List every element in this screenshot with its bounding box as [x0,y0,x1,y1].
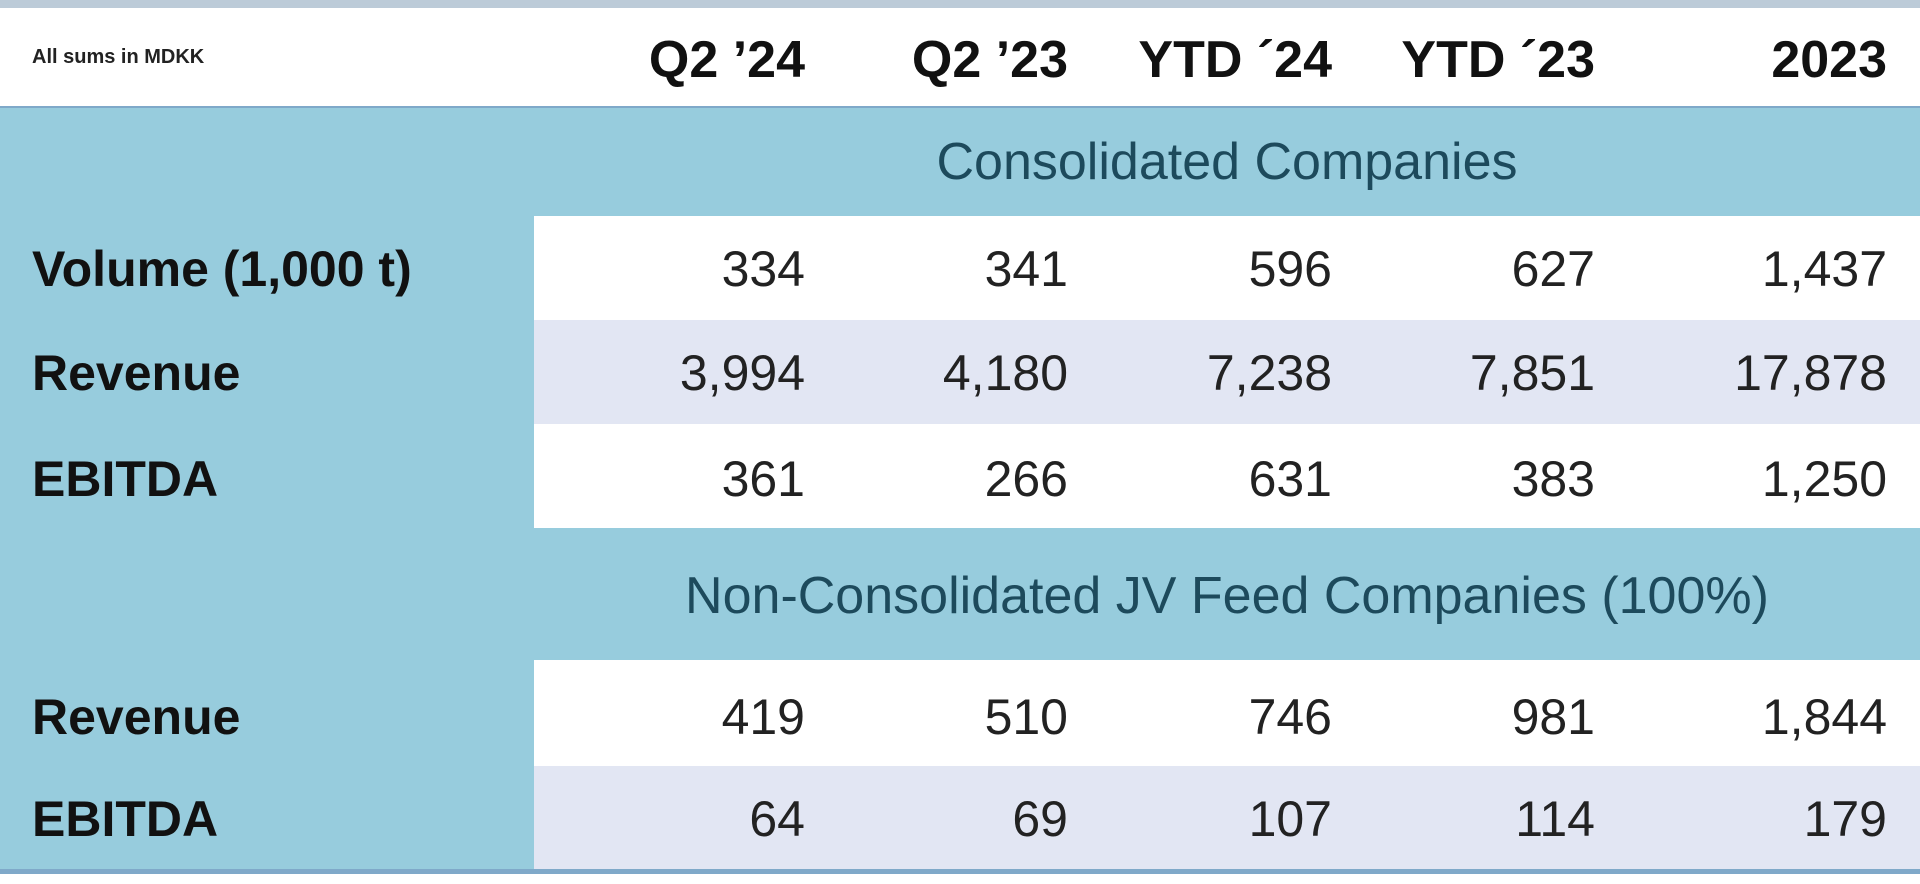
cell-ytd-23: 114 [1515,791,1595,847]
cell-q2-24: 419 [721,689,805,745]
cell-2023: 1,437 [1761,241,1887,297]
row-label-volume: Volume (1,000 t) [32,241,412,297]
bottom-rule [0,869,1920,874]
cell-ytd-24: 746 [1248,689,1332,745]
units-note: All sums in MDKK [32,46,205,68]
cell-ytd-24: 107 [1248,791,1332,847]
cell-q2-23: 341 [984,241,1068,297]
table-row: 361 266 631 383 1,250 [534,424,1920,528]
cell-q2-24: 64 [749,791,805,847]
cell-ytd-24: 7,238 [1206,345,1332,401]
cell-q2-24: 334 [721,241,805,297]
table-header: All sums in MDKK Q2 ’24 Q2 ’23 YTD ´24 Y… [0,8,1920,108]
cell-q2-23: 510 [984,689,1068,745]
cell-q2-24: 361 [721,451,805,507]
cell-q2-24: 3,994 [679,345,805,401]
section-title-consolidated: Consolidated Companies [936,133,1518,191]
row-label-ebitda: EBITDA [32,451,219,507]
table-row: 3,994 4,180 7,238 7,851 17,878 [534,320,1920,424]
column-header-q2-23: Q2 ’23 [911,31,1068,89]
column-header-2023: 2023 [1771,31,1887,89]
header-divider [0,106,1920,109]
row-label-ebitda: EBITDA [32,791,219,847]
cell-q2-23: 4,180 [942,345,1068,401]
cell-ytd-23: 7,851 [1469,345,1595,401]
cell-2023: 179 [1803,791,1887,847]
table-row: 64 69 107 114 179 [534,766,1920,869]
cell-ytd-24: 631 [1248,451,1332,507]
cell-q2-23: 266 [984,451,1068,507]
cell-2023: 1,250 [1761,451,1887,507]
cell-q2-23: 69 [1012,791,1068,847]
column-header-ytd-23: YTD ´23 [1401,31,1595,89]
table-row: 419 510 746 981 1,844 [534,660,1920,766]
cell-ytd-24: 596 [1248,241,1332,297]
section-title-non-consolidated: Non-Consolidated JV Feed Companies (100%… [685,567,1769,625]
cell-ytd-23: 383 [1511,451,1595,507]
column-header-ytd-24: YTD ´24 [1138,31,1332,89]
cell-2023: 17,878 [1734,345,1887,401]
row-label-revenue: Revenue [32,689,241,745]
top-rule [0,0,1920,8]
row-label-revenue: Revenue [32,345,241,401]
cell-2023: 1,844 [1761,689,1887,745]
column-header-q2-24: Q2 ’24 [648,31,805,89]
cell-ytd-23: 981 [1511,689,1595,745]
table-row: 334 341 596 627 1,437 [534,216,1920,320]
cell-ytd-23: 627 [1511,241,1595,297]
